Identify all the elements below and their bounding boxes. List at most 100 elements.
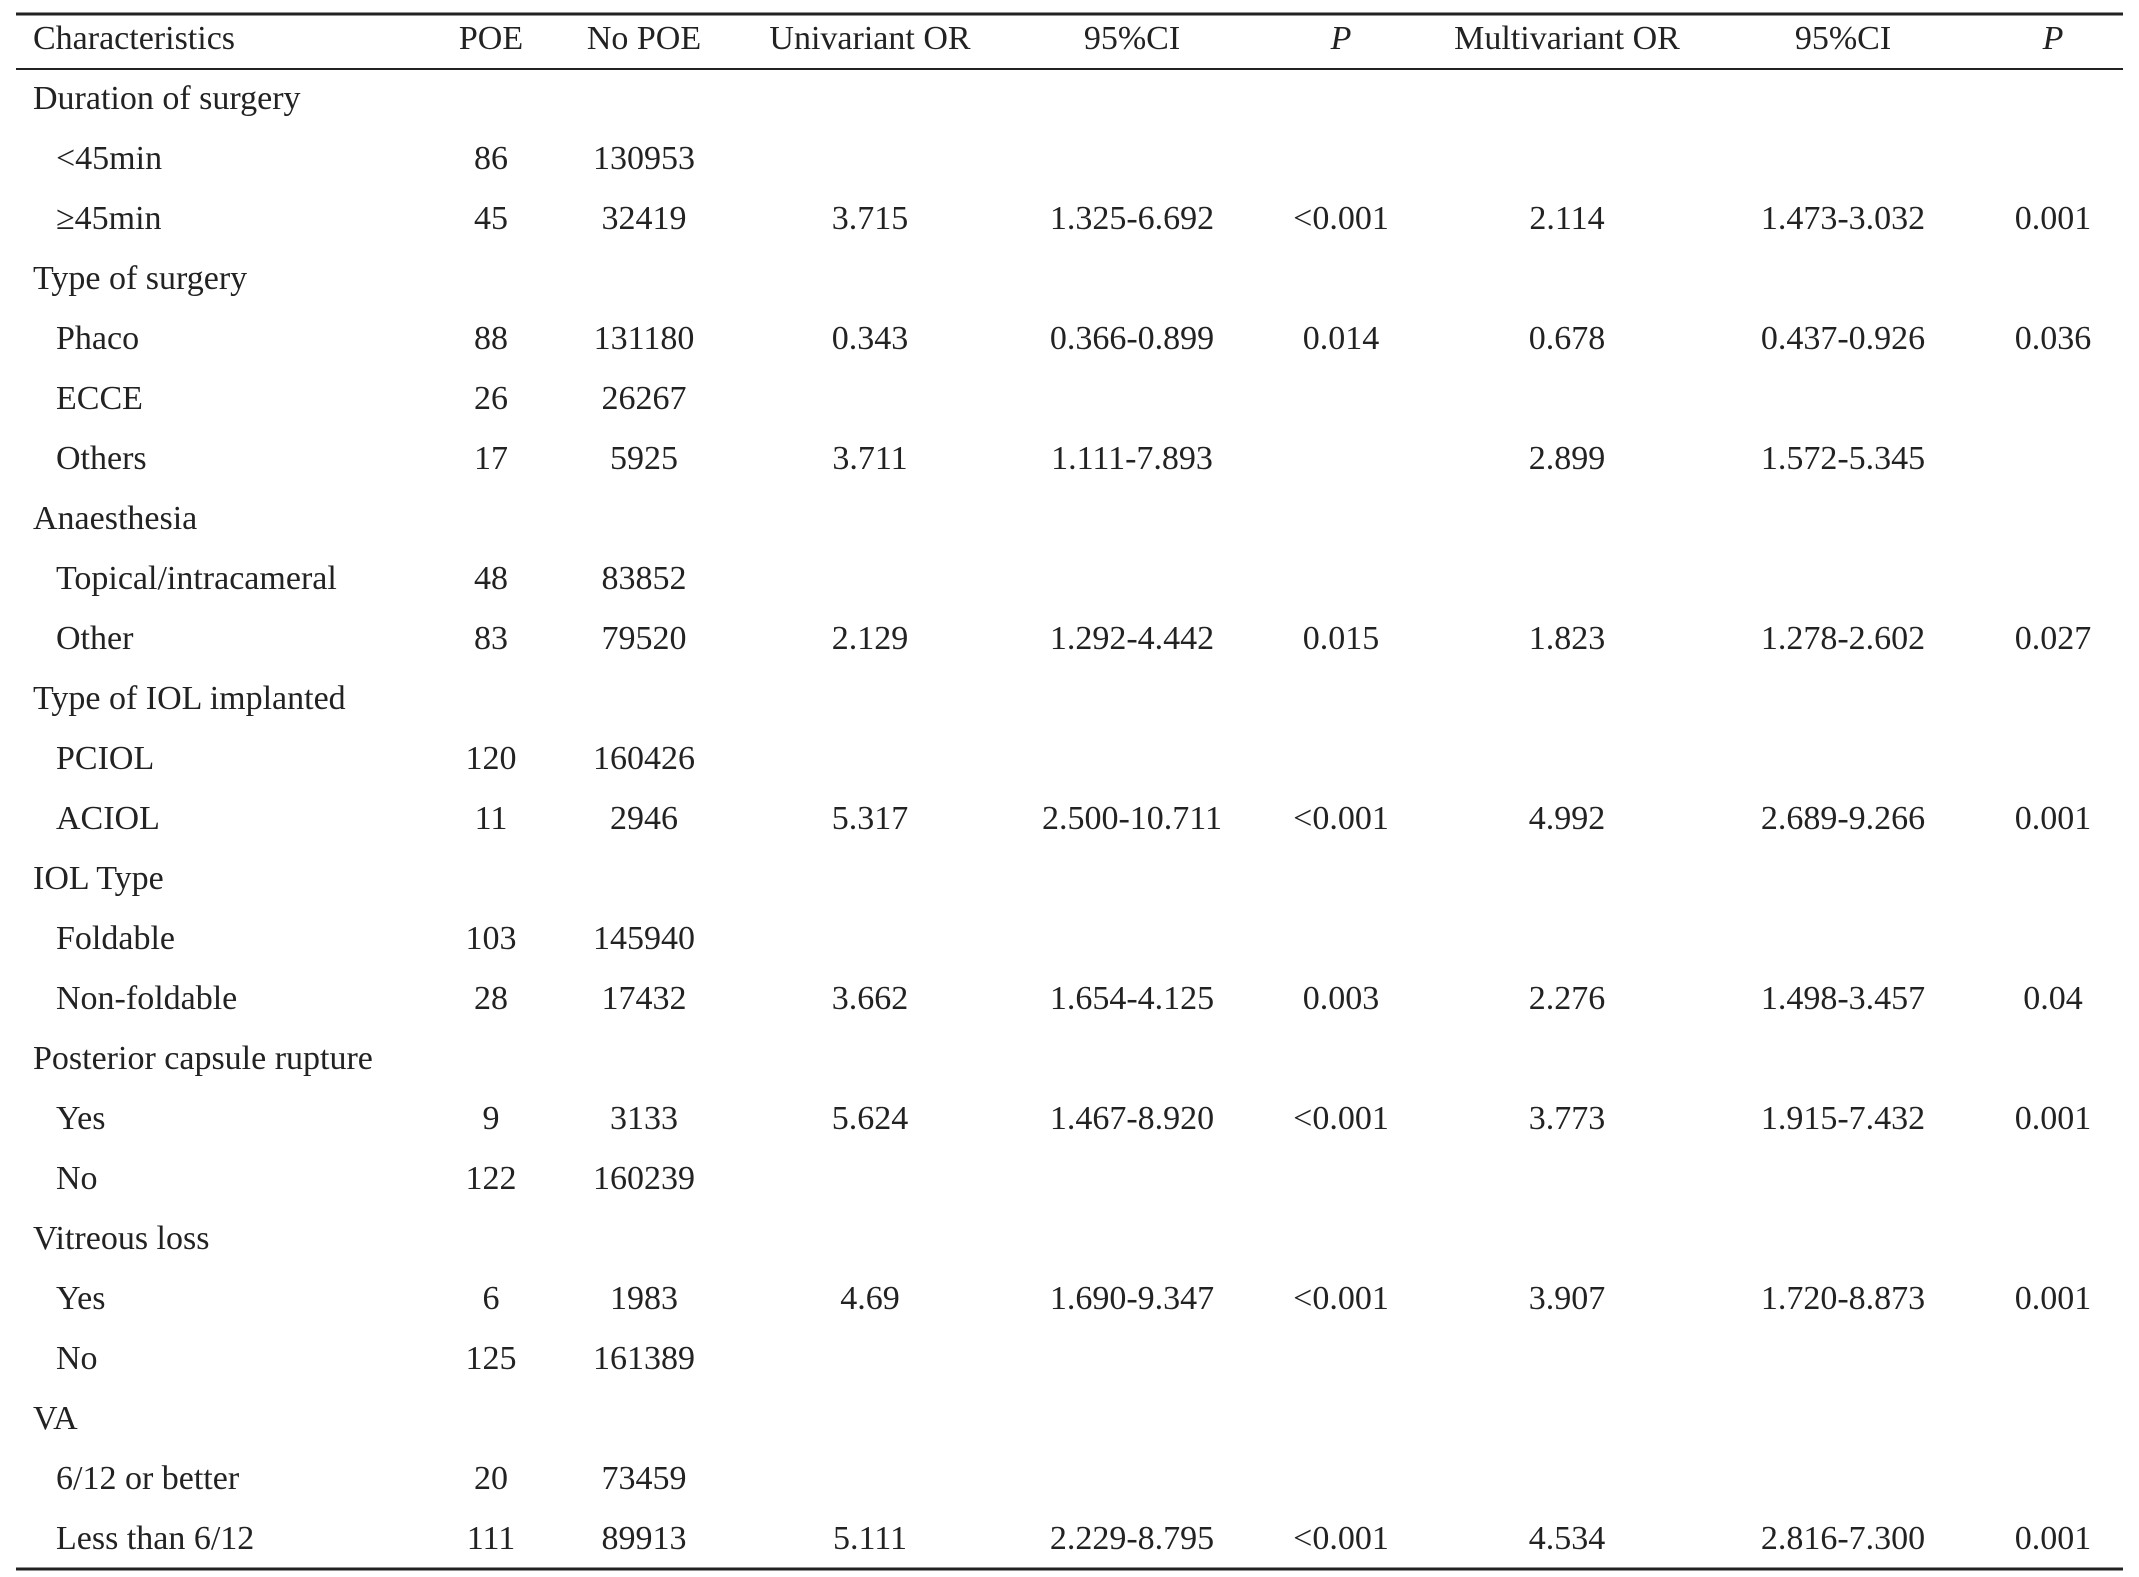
cell: 3.715 — [832, 200, 909, 237]
cell: 4.69 — [840, 1280, 900, 1317]
header-cell: Univariant OR — [769, 20, 970, 57]
row-label: Foldable — [56, 920, 175, 957]
cell: 5.624 — [832, 1100, 909, 1137]
group-label: Posterior capsule rupture — [33, 1040, 373, 1077]
cell: 1.292-4.442 — [1050, 620, 1214, 657]
cell: 122 — [466, 1160, 517, 1197]
row-label: Less than 6/12 — [56, 1520, 254, 1557]
cell: 45 — [474, 200, 508, 237]
cell: 0.001 — [2015, 1280, 2092, 1317]
cell: 28 — [474, 980, 508, 1017]
cell: <0.001 — [1293, 1280, 1389, 1317]
cell: 3.711 — [832, 440, 907, 477]
cell: 111 — [467, 1520, 515, 1557]
row-label: Yes — [56, 1100, 105, 1137]
cell: 88 — [474, 320, 508, 357]
cell: 9 — [483, 1100, 500, 1137]
header-cell: No POE — [587, 20, 701, 57]
cell: <0.001 — [1293, 800, 1389, 837]
header-cell: 95%CI — [1084, 20, 1180, 57]
cell: 1.572-5.345 — [1761, 440, 1925, 477]
cell: 83 — [474, 620, 508, 657]
cell: 2.689-9.266 — [1761, 800, 1925, 837]
row-label: PCIOL — [56, 740, 154, 777]
cell: 0.343 — [832, 320, 909, 357]
cell: 89913 — [602, 1520, 687, 1557]
cell: 160426 — [593, 740, 695, 777]
cell: 3.773 — [1529, 1100, 1606, 1137]
cell: 17 — [474, 440, 508, 477]
cell: 2.229-8.795 — [1050, 1520, 1214, 1557]
cell: 1.690-9.347 — [1050, 1280, 1214, 1317]
cell: 0.003 — [1303, 980, 1380, 1017]
group-label: Type of IOL implanted — [33, 680, 346, 717]
group-label: IOL Type — [33, 860, 164, 897]
cell: 5.317 — [832, 800, 909, 837]
row-label: 6/12 or better — [56, 1460, 240, 1497]
cell: 131180 — [594, 320, 695, 357]
header-cell: 95%CI — [1795, 20, 1891, 57]
cell: 3.662 — [832, 980, 909, 1017]
cell: <0.001 — [1293, 200, 1389, 237]
group-label: Vitreous loss — [33, 1220, 209, 1257]
cell: 0.678 — [1529, 320, 1606, 357]
cell: 1.325-6.692 — [1050, 200, 1214, 237]
header-cell: Multivariant OR — [1454, 20, 1680, 57]
cell: 0.001 — [2015, 200, 2092, 237]
cell: 0.001 — [2015, 1100, 2092, 1137]
row-label: ECCE — [56, 380, 143, 417]
group-label: Anaesthesia — [33, 500, 197, 537]
cell: 1.278-2.602 — [1761, 620, 1925, 657]
row-label: Other — [56, 620, 134, 657]
cell: 4.992 — [1529, 800, 1606, 837]
row-label: Topical/intracameral — [56, 560, 337, 597]
cell: 1.823 — [1529, 620, 1606, 657]
cell: 160239 — [593, 1160, 695, 1197]
cell: 2946 — [610, 800, 678, 837]
cell: 1.915-7.432 — [1761, 1100, 1925, 1137]
group-label: VA — [33, 1400, 78, 1437]
cell: 17432 — [602, 980, 687, 1017]
header-cell: POE — [459, 20, 523, 57]
header-cell: Characteristics — [33, 20, 235, 57]
cell: 0.015 — [1303, 620, 1380, 657]
cell: 125 — [466, 1340, 517, 1377]
row-label: Yes — [56, 1280, 105, 1317]
cell: 120 — [466, 740, 517, 777]
cell: 0.437-0.926 — [1761, 320, 1925, 357]
cell: 26 — [474, 380, 508, 417]
group-label: Duration of surgery — [33, 80, 301, 117]
cell: 5925 — [610, 440, 678, 477]
cell: 161389 — [593, 1340, 695, 1377]
cell: 1.654-4.125 — [1050, 980, 1214, 1017]
cell: 145940 — [593, 920, 695, 957]
cell: 11 — [475, 800, 508, 837]
cell: 1.498-3.457 — [1761, 980, 1925, 1017]
row-label: <45min — [56, 140, 162, 177]
cell: 2.816-7.300 — [1761, 1520, 1925, 1557]
cell: 1.473-3.032 — [1761, 200, 1925, 237]
cell: 0.001 — [2015, 1520, 2092, 1557]
row-label: ACIOL — [56, 800, 160, 837]
cell: 3.907 — [1529, 1280, 1606, 1317]
cell: 0.027 — [2015, 620, 2092, 657]
cell: 2.129 — [832, 620, 909, 657]
cell: 48 — [474, 560, 508, 597]
row-label: ≥45min — [56, 200, 162, 237]
cell: 79520 — [602, 620, 687, 657]
row-label: Non-foldable — [56, 980, 237, 1017]
header-cell: P — [2042, 20, 2064, 57]
cell: 1.467-8.920 — [1050, 1100, 1214, 1137]
cell: 1.111-7.893 — [1051, 440, 1213, 477]
cell: 26267 — [602, 380, 687, 417]
cell: 0.366-0.899 — [1050, 320, 1214, 357]
cell: 73459 — [602, 1460, 687, 1497]
cell: 3133 — [610, 1100, 678, 1137]
row-label: No — [56, 1340, 98, 1377]
cell: 2.276 — [1529, 980, 1606, 1017]
group-label: Type of surgery — [33, 260, 247, 297]
cell: 130953 — [593, 140, 695, 177]
row-label: Phaco — [56, 320, 139, 357]
cell: 0.036 — [2015, 320, 2092, 357]
